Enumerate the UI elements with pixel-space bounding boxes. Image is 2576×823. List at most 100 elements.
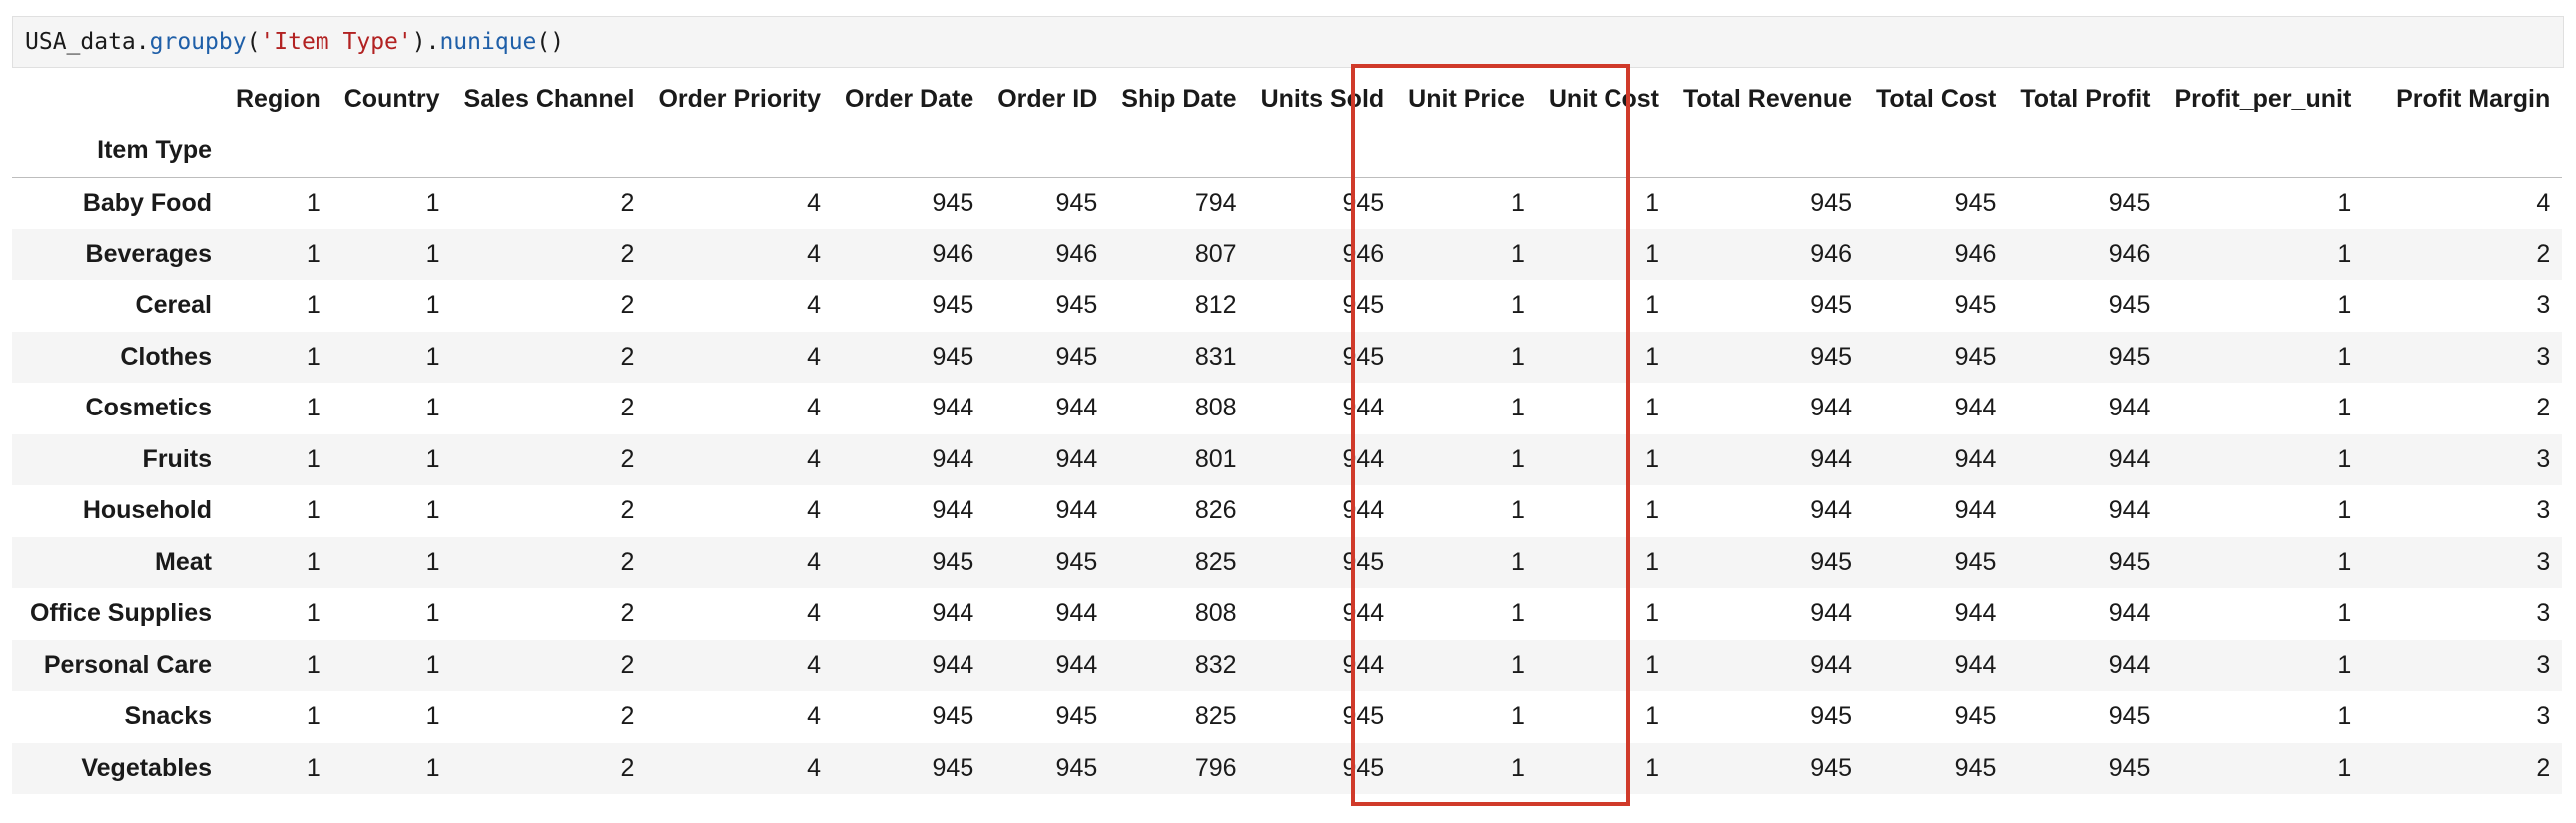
table-row: Clothes 1 1 2 4 945 945 831 945 1 1 945 945 945 1 3 bbox=[12, 331, 2563, 383]
cell-unit-price: 1 bbox=[1510, 753, 1525, 782]
index-row-blank-cell bbox=[332, 125, 452, 177]
cell-unit-price: 1 bbox=[1510, 394, 1525, 422]
cell-units-sold: 945 bbox=[1342, 547, 1385, 576]
cell-order-priority: 4 bbox=[807, 444, 822, 473]
cell-profit-margin: 3 bbox=[2536, 547, 2551, 576]
cell-total-revenue: 945 bbox=[1810, 547, 1853, 576]
cell-region: 1 bbox=[306, 599, 321, 628]
cell-unit-price: 1 bbox=[1510, 496, 1525, 525]
cell-unit-cost: 1 bbox=[1645, 650, 1659, 679]
table-row: Fruits 1 1 2 4 944 944 801 944 1 1 944 944 944 1 3 bbox=[12, 433, 2563, 485]
column-header-order-priority: Order Priority bbox=[658, 84, 822, 113]
cell-order-id: 945 bbox=[1055, 702, 1098, 731]
row-label: Cosmetics bbox=[85, 394, 212, 422]
cell-sales-channel: 2 bbox=[620, 444, 635, 473]
column-header-country: Country bbox=[343, 84, 440, 113]
code-input-cell[interactable]: USA_data.groupby('Item Type').nunique() bbox=[12, 16, 2564, 68]
header-corner bbox=[12, 73, 224, 125]
cell-profit-per-unit: 1 bbox=[2337, 342, 2352, 371]
cell-unit-cost: 1 bbox=[1645, 342, 1659, 371]
index-row-blank-cell bbox=[1864, 125, 2008, 177]
cell-total-cost: 945 bbox=[1954, 753, 1997, 782]
code-call-parens: () bbox=[536, 29, 565, 55]
index-name-row: Item Type bbox=[12, 125, 2563, 177]
cell-total-profit: 944 bbox=[2108, 394, 2151, 422]
cell-total-cost: 945 bbox=[1954, 547, 1997, 576]
cell-profit-per-unit: 1 bbox=[2337, 188, 2352, 217]
cell-unit-price: 1 bbox=[1510, 599, 1525, 628]
cell-order-date: 944 bbox=[932, 650, 974, 679]
cell-country: 1 bbox=[425, 702, 440, 731]
cell-sales-channel: 2 bbox=[620, 496, 635, 525]
cell-country: 1 bbox=[425, 342, 440, 371]
index-row-blank-cell bbox=[646, 125, 833, 177]
cell-profit-per-unit: 1 bbox=[2337, 239, 2352, 268]
cell-unit-cost: 1 bbox=[1645, 753, 1659, 782]
cell-total-cost: 944 bbox=[1954, 496, 1997, 525]
row-label: Cereal bbox=[135, 291, 212, 320]
cell-profit-margin: 3 bbox=[2536, 291, 2551, 320]
cell-units-sold: 945 bbox=[1342, 702, 1385, 731]
cell-order-id: 945 bbox=[1055, 291, 1098, 320]
code-nunique-method: nunique bbox=[439, 29, 537, 55]
cell-profit-per-unit: 1 bbox=[2337, 753, 2352, 782]
cell-total-cost: 944 bbox=[1954, 394, 1997, 422]
table-row: Meat 1 1 2 4 945 945 825 945 1 1 945 945 945 1 3 bbox=[12, 536, 2563, 588]
cell-profit-margin: 2 bbox=[2536, 753, 2551, 782]
cell-total-profit: 945 bbox=[2108, 291, 2151, 320]
cell-country: 1 bbox=[425, 650, 440, 679]
cell-profit-margin: 3 bbox=[2536, 342, 2551, 371]
cell-sales-channel: 2 bbox=[620, 547, 635, 576]
index-row-blank-cell bbox=[1537, 125, 1671, 177]
cell-total-cost: 945 bbox=[1954, 702, 1997, 731]
cell-units-sold: 946 bbox=[1342, 239, 1385, 268]
index-row-blank-cell bbox=[833, 125, 985, 177]
cell-region: 1 bbox=[306, 188, 321, 217]
cell-total-profit: 944 bbox=[2108, 599, 2151, 628]
cell-order-id: 944 bbox=[1055, 599, 1098, 628]
row-label: Baby Food bbox=[82, 188, 212, 217]
cell-order-id: 945 bbox=[1055, 342, 1098, 371]
cell-total-profit: 944 bbox=[2108, 496, 2151, 525]
cell-ship-date: 812 bbox=[1194, 291, 1237, 320]
column-header-total-revenue: Total Revenue bbox=[1682, 84, 1853, 113]
cell-total-profit: 946 bbox=[2108, 239, 2151, 268]
cell-profit-per-unit: 1 bbox=[2337, 394, 2352, 422]
row-label: Meat bbox=[155, 547, 212, 576]
cell-unit-price: 1 bbox=[1510, 444, 1525, 473]
cell-sales-channel: 2 bbox=[620, 599, 635, 628]
cell-region: 1 bbox=[306, 650, 321, 679]
cell-order-id: 946 bbox=[1055, 239, 1098, 268]
column-header-units-sold: Units Sold bbox=[1260, 84, 1385, 113]
cell-profit-margin: 3 bbox=[2536, 650, 2551, 679]
cell-total-revenue: 945 bbox=[1810, 291, 1853, 320]
cell-sales-channel: 2 bbox=[620, 291, 635, 320]
cell-country: 1 bbox=[425, 394, 440, 422]
cell-ship-date: 794 bbox=[1194, 188, 1237, 217]
index-row-blank-cell bbox=[224, 125, 332, 177]
cell-total-revenue: 945 bbox=[1810, 342, 1853, 371]
cell-unit-price: 1 bbox=[1510, 291, 1525, 320]
cell-units-sold: 945 bbox=[1342, 342, 1385, 371]
index-row-blank-cell bbox=[1109, 125, 1248, 177]
cell-units-sold: 944 bbox=[1342, 444, 1385, 473]
index-row-blank-cell bbox=[1671, 125, 1864, 177]
cell-order-priority: 4 bbox=[807, 188, 822, 217]
cell-ship-date: 831 bbox=[1194, 342, 1237, 371]
cell-total-revenue: 945 bbox=[1810, 188, 1853, 217]
cell-sales-channel: 2 bbox=[620, 394, 635, 422]
cell-region: 1 bbox=[306, 342, 321, 371]
cell-total-profit: 945 bbox=[2108, 547, 2151, 576]
code-paren-close: ). bbox=[411, 29, 440, 55]
cell-total-cost: 944 bbox=[1954, 650, 1997, 679]
index-row-blank-cell bbox=[2162, 125, 2363, 177]
cell-units-sold: 944 bbox=[1342, 650, 1385, 679]
cell-total-cost: 946 bbox=[1954, 239, 1997, 268]
cell-sales-channel: 2 bbox=[620, 188, 635, 217]
cell-total-cost: 944 bbox=[1954, 444, 1997, 473]
table-body: Baby Food 1 1 2 4 945 945 794 945 1 1 945 945 945 1 4 Be… bbox=[12, 177, 2563, 794]
cell-order-date: 944 bbox=[932, 394, 974, 422]
table-row: Snacks 1 1 2 4 945 945 825 945 1 1 945 945 945 1 3 bbox=[12, 691, 2562, 743]
table-row: Cosmetics 1 1 2 4 944 944 808 944 1 1 944 944 944 1 2 bbox=[12, 383, 2562, 434]
cell-total-revenue: 946 bbox=[1810, 239, 1853, 268]
